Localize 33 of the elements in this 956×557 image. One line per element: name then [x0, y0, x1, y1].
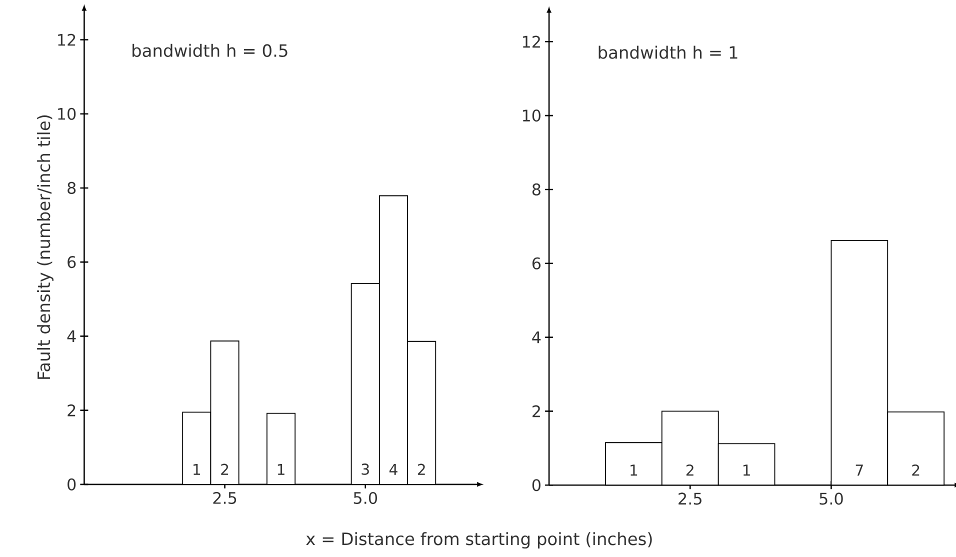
- x-tick-label: 2.5: [213, 492, 236, 504]
- annotation: 3: [362, 463, 369, 475]
- y-tick-label: 6: [532, 257, 541, 270]
- y-tick-label: 2: [68, 404, 76, 416]
- y-tick-label: 0: [532, 478, 540, 491]
- annotation: 7: [856, 464, 863, 476]
- y-tick-label: 12: [522, 36, 540, 48]
- annotation: 2: [418, 464, 425, 475]
- annotation: 2: [686, 464, 694, 476]
- y-tick-label: 6: [68, 256, 76, 268]
- annotation: 1: [743, 464, 750, 476]
- x-tick-label: 5.0: [820, 492, 843, 505]
- text: bandwidth h = 1: [598, 46, 738, 59]
- y-axis-title: Fault density (number/inch tile): [37, 115, 54, 379]
- x-tick-label: 2.5: [678, 492, 702, 505]
- annotation: 2: [912, 464, 920, 476]
- y-tick-label: 8: [68, 182, 76, 194]
- y-tick-label: 12: [58, 34, 76, 46]
- x-tick-label: 5.0: [354, 492, 378, 504]
- y-tick-label: 0: [68, 478, 76, 490]
- y-tick-label: 10: [58, 108, 76, 120]
- text: bandwidth h = 0.5: [132, 44, 288, 57]
- y-tick-label: 10: [522, 109, 540, 122]
- annotation: 2: [221, 464, 228, 475]
- annotation: 1: [278, 464, 284, 475]
- annotation: 4: [389, 464, 398, 475]
- y-tick-label: 2: [532, 405, 540, 417]
- x-axis-title: x = Distance from starting point (inches): [306, 532, 652, 548]
- annotation: 1: [630, 464, 638, 476]
- y-tick-label: 4: [532, 331, 541, 343]
- y-tick-label: 8: [532, 183, 540, 196]
- y-tick-label: 4: [67, 330, 76, 342]
- annotation: 1: [194, 464, 200, 475]
